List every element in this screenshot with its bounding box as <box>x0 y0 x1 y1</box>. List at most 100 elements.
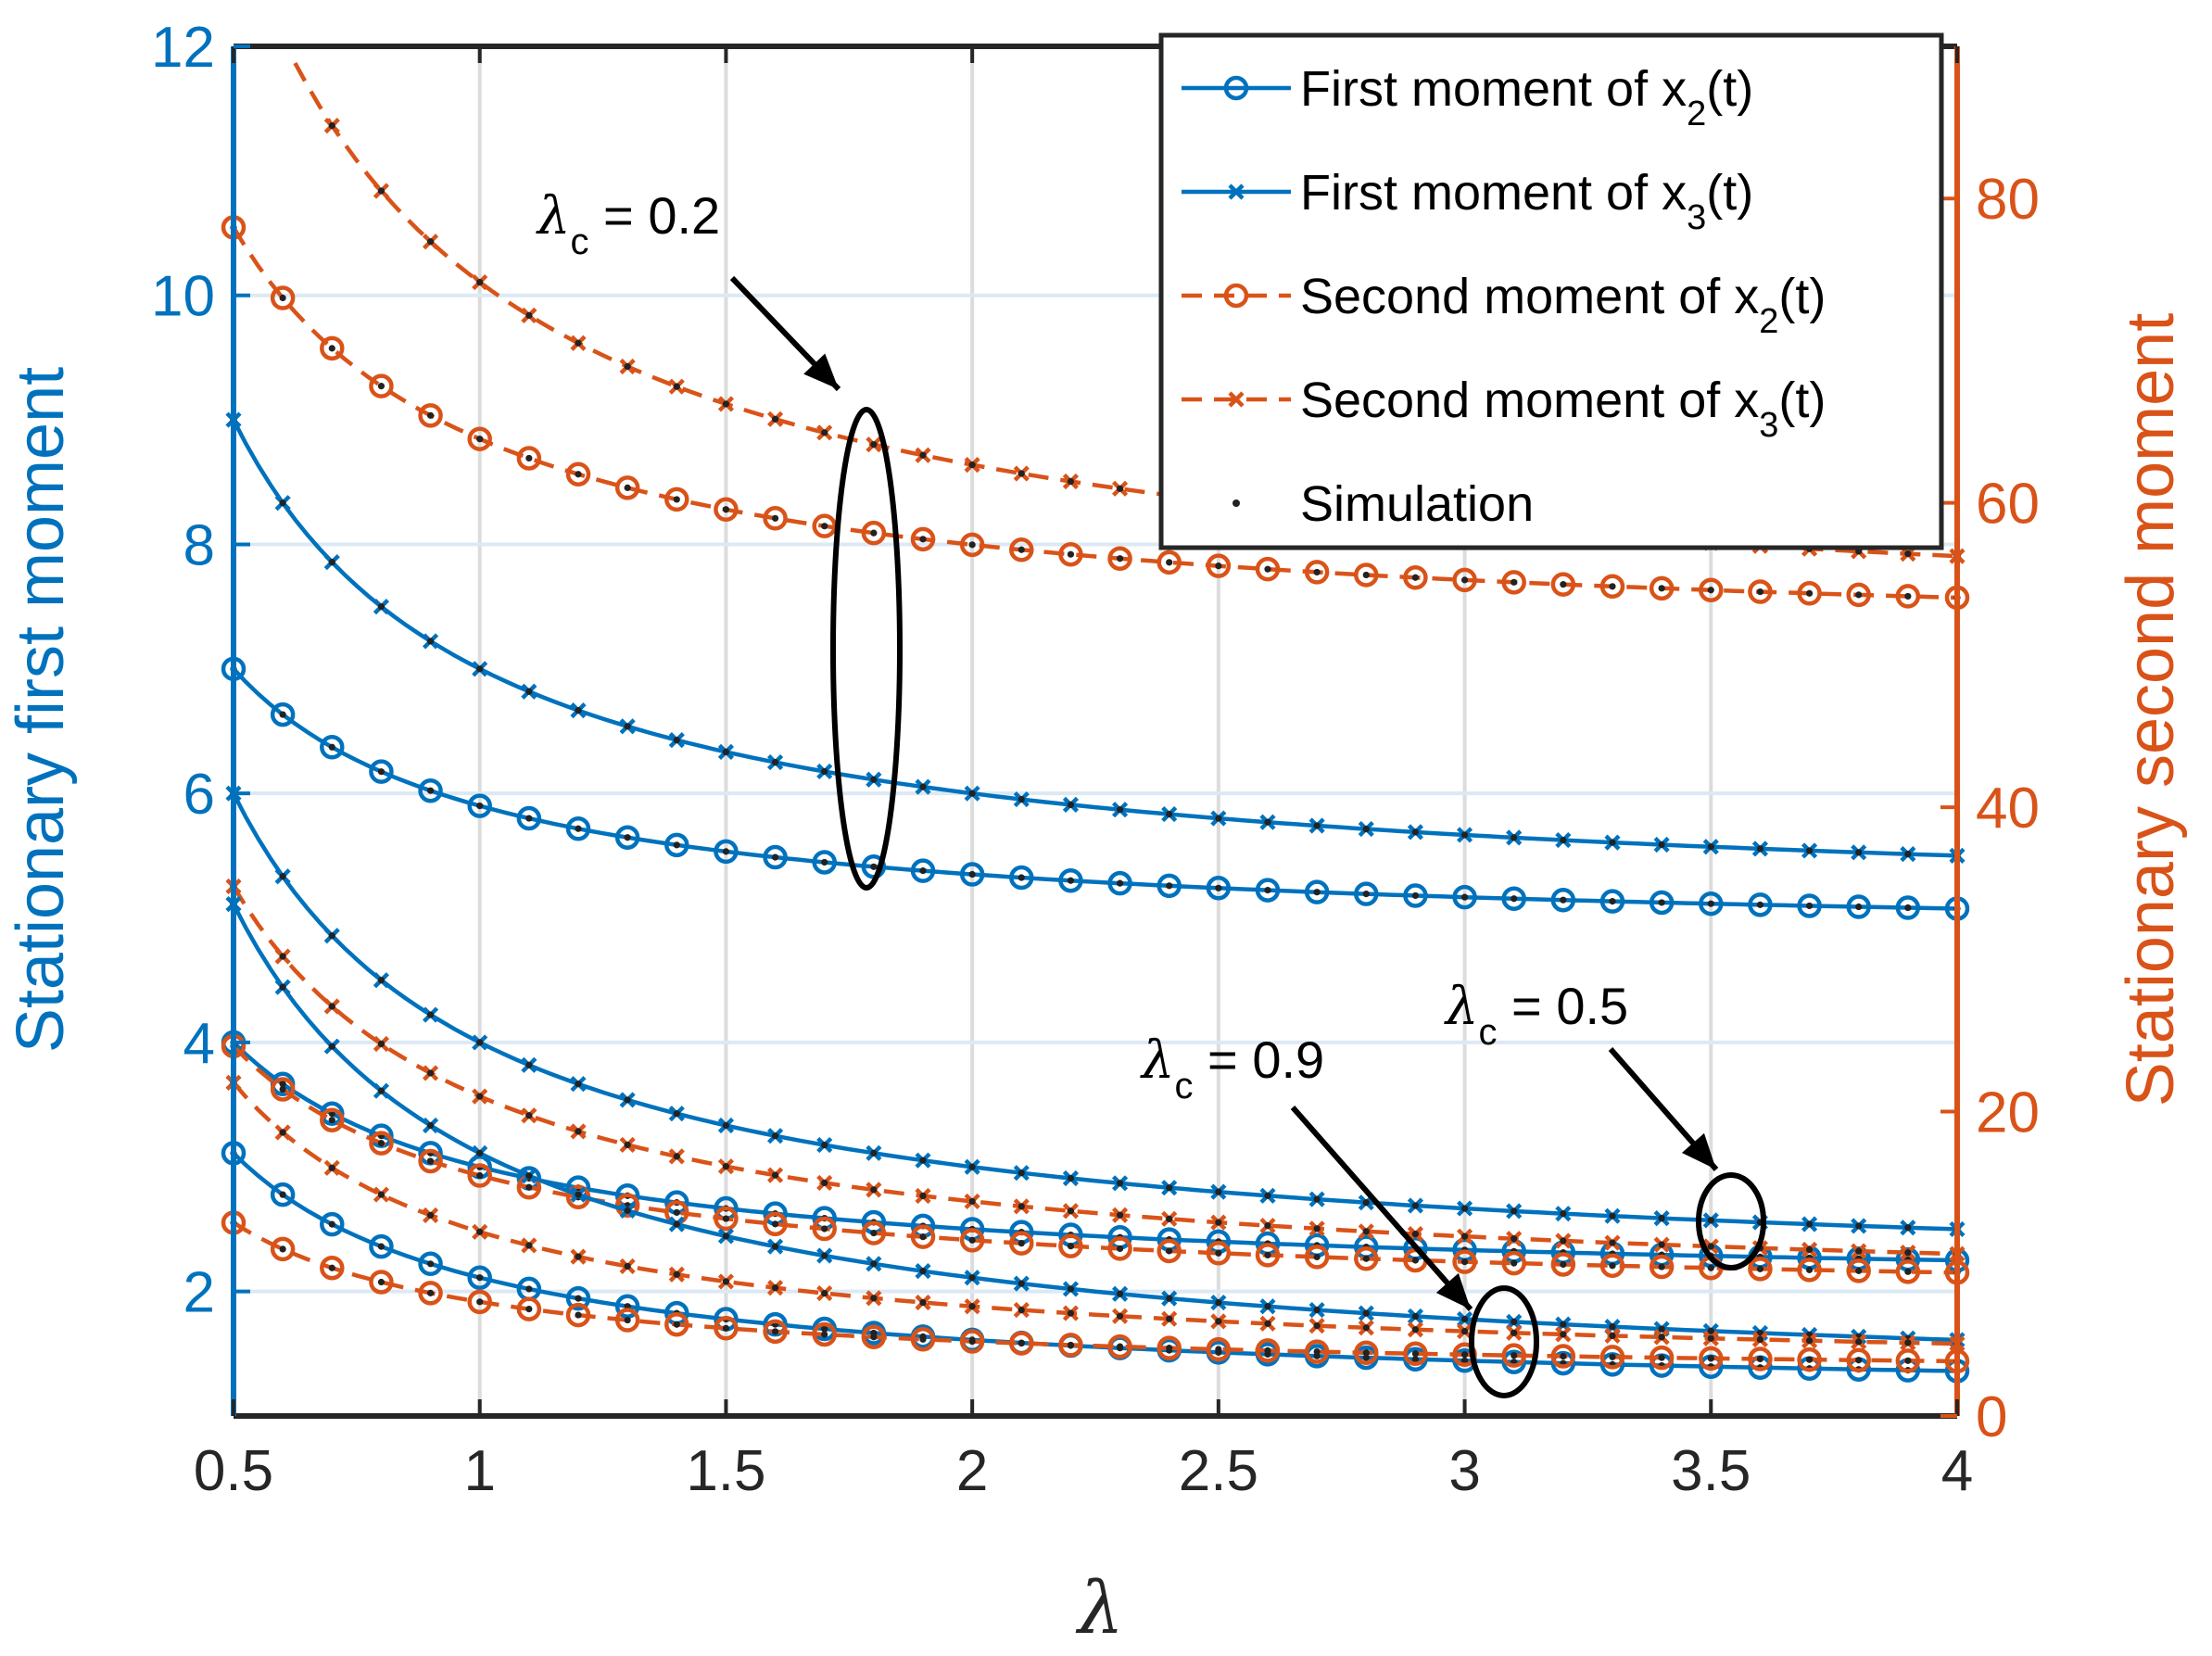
simulation-point <box>1460 1327 1469 1335</box>
x-tick-label: 4 <box>1941 1439 1973 1503</box>
simulation-point <box>525 1285 533 1293</box>
simulation-point <box>377 603 386 611</box>
simulation-point <box>1855 1338 1863 1346</box>
simulation-point <box>476 1093 484 1100</box>
marker-circle <box>1206 876 1232 901</box>
simulation-point <box>1707 1217 1714 1224</box>
marker-circle <box>763 506 788 531</box>
simulation-point <box>771 1243 779 1250</box>
marker-circle <box>1699 891 1724 916</box>
legend: First moment of x2(t) First moment of x3(… <box>1158 32 1944 550</box>
simulation-point <box>1362 825 1370 833</box>
simulation-point <box>1460 1205 1469 1212</box>
simulation-point <box>821 1179 828 1187</box>
simulation-point <box>1018 1240 1025 1247</box>
simulation-point <box>1362 1255 1370 1262</box>
simulation-point <box>673 1153 680 1160</box>
simulation-point <box>821 1289 828 1297</box>
simulation-point <box>1215 1219 1222 1226</box>
simulation-point <box>1560 581 1567 588</box>
simulation-point <box>821 1325 828 1333</box>
marker-circle <box>1649 1254 1675 1280</box>
simulation-point <box>377 768 386 776</box>
simulation-point <box>1855 1222 1863 1230</box>
simulation-point <box>1609 1262 1616 1270</box>
simulation-point <box>1560 1237 1567 1245</box>
marker-circle <box>1550 1252 1576 1277</box>
marker-circle <box>1895 584 1921 609</box>
marker-circle <box>714 839 739 865</box>
simulation-point <box>1313 1306 1321 1314</box>
marker-circle <box>1354 563 1379 588</box>
simulation-point <box>1313 1195 1321 1203</box>
marker-circle <box>320 735 345 760</box>
simulation-point <box>1362 891 1370 898</box>
marker-circle <box>1107 546 1132 571</box>
marker-circle <box>714 1206 739 1232</box>
simulation-point <box>1756 588 1764 596</box>
marker-circle <box>1501 886 1526 911</box>
simulation-point <box>1264 886 1271 894</box>
marker-circle <box>861 1324 887 1350</box>
series-line-second-x3 <box>232 885 1958 1257</box>
simulation-point <box>771 1171 779 1179</box>
series-line-second-x3 <box>232 1081 1958 1346</box>
simulation-point <box>771 514 779 522</box>
simulation-point <box>279 1191 286 1198</box>
marker-circle <box>1304 1245 1330 1270</box>
simulation-point <box>1411 1350 1420 1358</box>
simulation-point <box>919 1268 927 1275</box>
simulation-point <box>673 1110 680 1118</box>
simulation-point <box>870 776 878 783</box>
simulation-point <box>673 1270 680 1278</box>
simulation-point <box>426 1289 435 1296</box>
simulation-point <box>1018 546 1025 553</box>
simulation-point <box>1264 1251 1271 1259</box>
marker-circle <box>1599 574 1625 600</box>
series-line-first-x3 <box>232 792 1958 1232</box>
marker-circle <box>1354 881 1379 906</box>
marker-circle <box>1157 550 1182 575</box>
simulation-point <box>968 1274 976 1282</box>
marker-circle <box>1501 1250 1526 1276</box>
simulation-point <box>1116 879 1124 887</box>
simulation-point <box>673 1220 680 1228</box>
marker-circle <box>910 1224 936 1249</box>
simulation-point <box>1658 1263 1665 1270</box>
simulation-point <box>575 471 582 478</box>
marker-circle <box>714 1316 739 1341</box>
simulation-point <box>1362 1228 1370 1235</box>
simulation-point <box>1362 1199 1370 1207</box>
simulation-point <box>328 122 335 130</box>
marker-circle <box>320 1211 345 1237</box>
simulation-point <box>279 1081 286 1088</box>
simulation-point <box>377 1191 386 1198</box>
marker-circle <box>1599 1345 1625 1370</box>
simulation-point <box>771 1328 779 1335</box>
simulation-point <box>575 707 582 714</box>
simulation-point <box>1756 901 1764 908</box>
simulation-point <box>624 1096 631 1104</box>
simulation-point <box>328 1043 335 1050</box>
simulation-point <box>919 867 927 875</box>
simulation-point <box>1460 1258 1469 1266</box>
marker-circle <box>1649 1345 1675 1371</box>
simulation-point <box>1264 818 1271 826</box>
simulation-point <box>1018 1280 1025 1287</box>
simulation-point <box>328 932 335 940</box>
series-line-first-x2 <box>232 667 1958 911</box>
legend-label: Second moment of x2(t) <box>1300 269 1826 341</box>
simulation-point <box>1460 576 1469 584</box>
marker-circle <box>565 816 591 841</box>
simulation-point <box>1411 1356 1420 1363</box>
simulation-point <box>1805 1356 1814 1363</box>
marker-circle <box>1107 870 1132 896</box>
marker-circle <box>1748 579 1773 604</box>
marker-circle <box>467 426 492 451</box>
simulation-point <box>1116 1290 1124 1297</box>
simulation-point <box>1510 1207 1518 1215</box>
simulation-point <box>426 1211 435 1220</box>
marker-circle <box>270 702 296 727</box>
simulation-point <box>476 1039 484 1046</box>
marker-circle <box>320 1107 345 1132</box>
